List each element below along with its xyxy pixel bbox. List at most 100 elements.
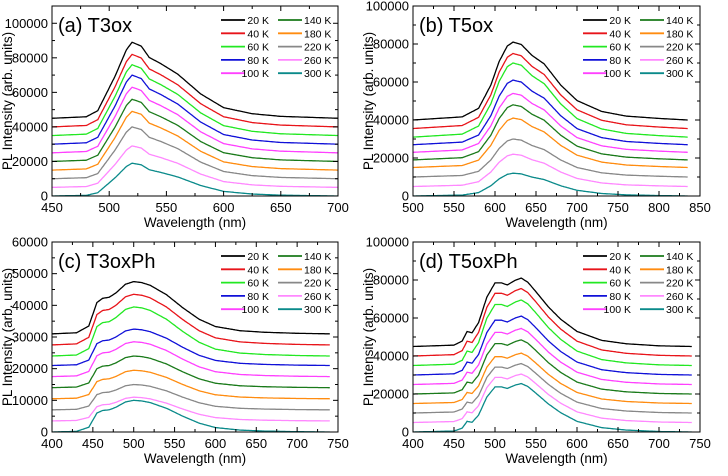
x-tick-label: 600 — [484, 200, 506, 215]
y-tick-label: 30000 — [12, 330, 48, 345]
series-line-100K — [52, 86, 338, 154]
legend-label: 180 K — [304, 28, 331, 40]
legend-label: 100 K — [242, 68, 269, 80]
legend-label: 260 K — [666, 55, 693, 67]
x-tick-label: 650 — [245, 436, 267, 451]
x-tick-label: 600 — [566, 436, 588, 451]
y-axis-label: PL Intensity (arb. units) — [361, 32, 376, 170]
x-tick-label: 550 — [443, 200, 465, 215]
series-line-20K — [413, 41, 688, 121]
series-line-80K — [413, 79, 688, 146]
legend-label: 260 K — [304, 55, 331, 67]
legend-label: 60 K — [609, 278, 631, 290]
series-line-40K — [52, 53, 338, 128]
x-axis-label: Wavelength (nm) — [505, 451, 607, 466]
legend-label: 220 K — [304, 42, 331, 54]
y-tick-label: 40000 — [12, 298, 48, 313]
series-line-220K — [413, 362, 692, 414]
series-line-40K — [52, 293, 330, 346]
y-tick-label: 20000 — [373, 387, 409, 402]
y-tick-label: 0 — [41, 425, 48, 440]
panel-title: (c) T3oxPh — [58, 251, 155, 273]
series-line-300K — [52, 399, 330, 432]
x-tick-label: 400 — [41, 436, 63, 451]
x-tick-label: 850 — [689, 200, 711, 215]
legend-label: 80 K — [247, 291, 269, 303]
x-tick-label: 800 — [648, 200, 670, 215]
series-line-300K — [52, 162, 338, 196]
x-tick-label: 700 — [327, 200, 349, 215]
x-tick-label: 600 — [205, 436, 227, 451]
y-tick-label: 100000 — [366, 0, 409, 14]
x-tick-label: 450 — [41, 200, 63, 215]
legend-label: 140 K — [666, 251, 693, 263]
panel-title: (b) T5ox — [419, 15, 493, 37]
x-tick-label: 750 — [689, 436, 711, 451]
x-tick-label: 550 — [156, 200, 178, 215]
legend-label: 60 K — [247, 278, 269, 290]
x-tick-label: 750 — [607, 200, 629, 215]
series-line-180K — [52, 110, 338, 171]
y-tick-label: 100000 — [5, 16, 48, 31]
series-line-40K — [413, 52, 688, 130]
panel-title: (a) T3ox — [58, 15, 132, 37]
series-line-300K — [413, 172, 688, 196]
y-tick-label: 60000 — [373, 75, 409, 90]
legend-label: 100 K — [604, 68, 631, 80]
series-line-220K — [413, 138, 688, 178]
x-tick-label: 500 — [98, 200, 120, 215]
y-tick-label: 0 — [402, 189, 409, 204]
panel-2: 400 450 500 550 600 650 700 750 0 10000 20000 30000… — [0, 235, 349, 467]
series-line-260K — [413, 373, 692, 424]
x-tick-label: 700 — [566, 200, 588, 215]
series-line-20K — [52, 280, 330, 335]
x-axis-label: Wavelength (nm) — [505, 215, 607, 230]
x-tick-label: 750 — [327, 436, 349, 451]
series-line-80K — [52, 328, 330, 367]
y-tick-label: 40000 — [373, 349, 409, 364]
panel-1: 500 550 600 650 700 750 800 850 0 20000 40000 60000… — [361, 0, 711, 230]
y-tick-label: 100000 — [366, 235, 409, 250]
series-line-100K — [52, 341, 330, 378]
x-axis-label: Wavelength (nm) — [144, 451, 246, 466]
series-line-140K — [52, 355, 330, 389]
series-line-80K — [413, 315, 692, 376]
legend-label: 180 K — [666, 28, 693, 40]
panel-0: 450 500 550 600 650 700 0 20000 40000 60000 80000 1… — [0, 5, 349, 230]
series-group — [413, 277, 692, 432]
series-line-80K — [52, 74, 338, 145]
series-line-60K — [52, 63, 338, 137]
panel-3: 400 450 500 550 600 650 700 750 0 20000 40000 60000… — [361, 235, 711, 467]
x-tick-label: 450 — [443, 436, 465, 451]
legend-label: 140 K — [304, 15, 331, 27]
legend-label: 140 K — [666, 15, 693, 27]
legend-label: 80 K — [247, 55, 269, 67]
series-line-20K — [413, 277, 692, 348]
x-tick-label: 650 — [525, 200, 547, 215]
y-tick-label: 80000 — [12, 50, 48, 65]
legend-label: 80 K — [609, 291, 631, 303]
y-tick-label: 40000 — [12, 119, 48, 134]
x-tick-label: 550 — [525, 436, 547, 451]
legend-label: 220 K — [666, 42, 693, 54]
y-tick-label: 20000 — [12, 361, 48, 376]
x-tick-label: 700 — [286, 436, 308, 451]
legend-label: 20 K — [609, 251, 631, 263]
series-line-100K — [413, 92, 688, 153]
series-line-180K — [52, 369, 330, 400]
x-tick-label: 600 — [213, 200, 235, 215]
legend-label: 20 K — [247, 251, 269, 263]
legend-label: 180 K — [666, 264, 693, 276]
legend-label: 100 K — [242, 304, 269, 316]
series-group — [413, 41, 688, 196]
legend-label: 40 K — [247, 264, 269, 276]
series-group — [52, 280, 330, 432]
series-line-300K — [413, 382, 692, 432]
series-line-20K — [52, 41, 338, 119]
series-line-260K — [52, 396, 330, 422]
